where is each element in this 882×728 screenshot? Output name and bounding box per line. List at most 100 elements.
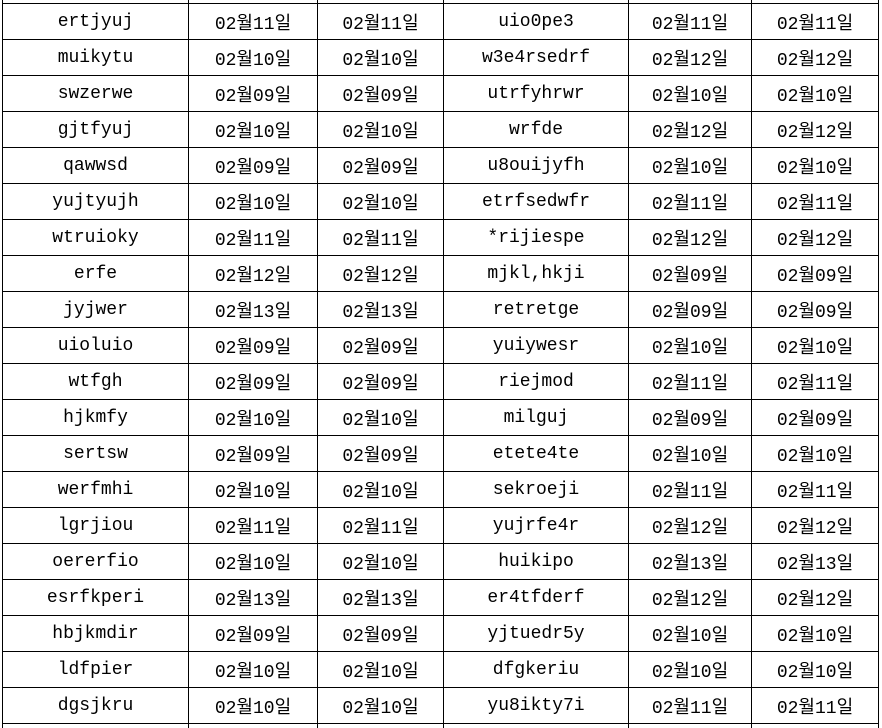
cell-date-left-b[interactable]: 02월10일 (317, 651, 444, 688)
cell-date-left-a[interactable]: 02월10일 (188, 111, 318, 148)
cell-date-right-a[interactable]: 02월10일 (628, 615, 752, 652)
cell-name-left[interactable]: swzerwe (2, 75, 189, 112)
cell-date-right-a[interactable]: 02월11일 (628, 183, 752, 220)
cell-name-right[interactable] (443, 723, 629, 728)
cell-date-right-b[interactable]: 02월11일 (751, 183, 879, 220)
cell-date-left-b[interactable]: 02월09일 (317, 147, 444, 184)
cell-name-right[interactable]: er4tfderf (443, 579, 629, 616)
cell-name-left[interactable]: qawwsd (2, 147, 189, 184)
cell-name-left[interactable]: jyjwer (2, 291, 189, 328)
cell-date-right-a[interactable]: 02월09일 (628, 399, 752, 436)
cell-date-right-b[interactable]: 02월09일 (751, 291, 879, 328)
cell-date-right-b[interactable]: 02월10일 (751, 651, 879, 688)
cell-date-left-a[interactable]: 02월09일 (188, 435, 318, 472)
cell-date-right-b[interactable]: 02월12일 (751, 579, 879, 616)
cell-date-left-a[interactable]: 02월13일 (188, 579, 318, 616)
cell-date-right-a[interactable]: 02월09일 (628, 291, 752, 328)
cell-date-left-b[interactable]: 02월10일 (317, 111, 444, 148)
cell-date-left-a[interactable]: 02월10일 (188, 399, 318, 436)
cell-name-left[interactable]: esrfkperi (2, 579, 189, 616)
cell-date-right-a[interactable] (628, 723, 752, 728)
cell-date-left-a[interactable]: 02월09일 (188, 147, 318, 184)
cell-name-right[interactable]: yjtuedr5y (443, 615, 629, 652)
cell-name-left[interactable]: sertsw (2, 435, 189, 472)
cell-name-left[interactable]: lgrjiou (2, 507, 189, 544)
cell-date-left-b[interactable]: 02월09일 (317, 327, 444, 364)
cell-date-left-b[interactable]: 02월09일 (317, 363, 444, 400)
cell-date-left-b[interactable]: 02월12일 (317, 255, 444, 292)
cell-date-right-a[interactable]: 02월12일 (628, 111, 752, 148)
cell-date-right-b[interactable]: 02월09일 (751, 255, 879, 292)
cell-name-right[interactable]: etrfsedwfr (443, 183, 629, 220)
cell-date-left-a[interactable]: 02월11일 (188, 3, 318, 40)
cell-name-right[interactable]: huikipo (443, 543, 629, 580)
cell-name-right[interactable]: utrfyhrwr (443, 75, 629, 112)
cell-name-left[interactable]: uioluio (2, 327, 189, 364)
cell-date-left-b[interactable]: 02월13일 (317, 579, 444, 616)
cell-name-right[interactable]: etete4te (443, 435, 629, 472)
cell-date-left-a[interactable]: 02월12일 (188, 255, 318, 292)
cell-date-left-a[interactable]: 02월10일 (188, 651, 318, 688)
cell-date-right-a[interactable]: 02월11일 (628, 3, 752, 40)
cell-name-right[interactable]: dfgkeriu (443, 651, 629, 688)
cell-date-left-a[interactable]: 02월13일 (188, 291, 318, 328)
cell-date-right-a[interactable]: 02월09일 (628, 255, 752, 292)
cell-name-right[interactable]: w3e4rsedrf (443, 39, 629, 76)
cell-date-left-a[interactable]: 02월09일 (188, 327, 318, 364)
cell-name-left[interactable]: oererfio (2, 543, 189, 580)
cell-name-right[interactable]: mjkl,hkji (443, 255, 629, 292)
cell-date-right-b[interactable]: 02월10일 (751, 435, 879, 472)
cell-date-left-b[interactable]: 02월10일 (317, 687, 444, 724)
cell-name-left[interactable]: dgsjkru (2, 687, 189, 724)
cell-date-left-b[interactable]: 02월11일 (317, 219, 444, 256)
cell-date-right-b[interactable]: 02월11일 (751, 471, 879, 508)
cell-date-left-a[interactable]: 02월10일 (188, 543, 318, 580)
cell-date-left-b[interactable]: 02월13일 (317, 291, 444, 328)
cell-date-right-a[interactable]: 02월11일 (628, 363, 752, 400)
cell-date-right-b[interactable] (751, 723, 879, 728)
cell-date-right-b[interactable]: 02월10일 (751, 147, 879, 184)
cell-name-right[interactable]: sekroeji (443, 471, 629, 508)
cell-date-left-b[interactable]: 02월10일 (317, 543, 444, 580)
cell-date-right-a[interactable]: 02월10일 (628, 435, 752, 472)
cell-date-right-b[interactable]: 02월10일 (751, 327, 879, 364)
cell-date-right-a[interactable]: 02월10일 (628, 651, 752, 688)
cell-date-left-b[interactable]: 02월10일 (317, 39, 444, 76)
cell-date-right-b[interactable]: 02월12일 (751, 39, 879, 76)
cell-date-left-b[interactable]: 02월11일 (317, 3, 444, 40)
cell-date-right-b[interactable]: 02월13일 (751, 543, 879, 580)
cell-name-right[interactable]: *rijiespe (443, 219, 629, 256)
cell-date-right-a[interactable]: 02월12일 (628, 507, 752, 544)
cell-date-left-b[interactable]: 02월10일 (317, 183, 444, 220)
cell-date-left-b[interactable] (317, 723, 444, 728)
cell-name-left[interactable]: werfmhi (2, 471, 189, 508)
cell-date-left-b[interactable]: 02월09일 (317, 615, 444, 652)
cell-name-left[interactable]: gjtfyuj (2, 111, 189, 148)
cell-date-left-a[interactable]: 02월10일 (188, 39, 318, 76)
cell-date-left-b[interactable]: 02월09일 (317, 435, 444, 472)
cell-date-left-a[interactable]: 02월09일 (188, 75, 318, 112)
cell-name-left[interactable]: hjkmfy (2, 399, 189, 436)
cell-date-right-a[interactable]: 02월12일 (628, 579, 752, 616)
cell-date-right-a[interactable]: 02월10일 (628, 147, 752, 184)
cell-date-right-b[interactable]: 02월12일 (751, 111, 879, 148)
cell-date-left-a[interactable] (188, 723, 318, 728)
cell-date-left-b[interactable]: 02월11일 (317, 507, 444, 544)
cell-name-right[interactable]: u8ouijyfh (443, 147, 629, 184)
cell-date-right-b[interactable]: 02월11일 (751, 687, 879, 724)
cell-date-right-b[interactable]: 02월12일 (751, 507, 879, 544)
cell-name-left[interactable]: erfe (2, 255, 189, 292)
cell-date-left-a[interactable]: 02월09일 (188, 615, 318, 652)
cell-name-left[interactable]: ldfpier (2, 651, 189, 688)
cell-date-right-b[interactable]: 02월11일 (751, 3, 879, 40)
cell-date-left-a[interactable]: 02월10일 (188, 687, 318, 724)
cell-date-left-b[interactable]: 02월09일 (317, 75, 444, 112)
cell-date-right-a[interactable]: 02월11일 (628, 471, 752, 508)
cell-name-right[interactable]: milguj (443, 399, 629, 436)
cell-name-left[interactable]: ertjyuj (2, 3, 189, 40)
cell-date-left-b[interactable]: 02월10일 (317, 471, 444, 508)
cell-date-right-a[interactable]: 02월11일 (628, 687, 752, 724)
cell-date-right-b[interactable]: 02월10일 (751, 75, 879, 112)
cell-name-right[interactable]: yuiywesr (443, 327, 629, 364)
cell-name-right[interactable]: uio0pe3 (443, 3, 629, 40)
